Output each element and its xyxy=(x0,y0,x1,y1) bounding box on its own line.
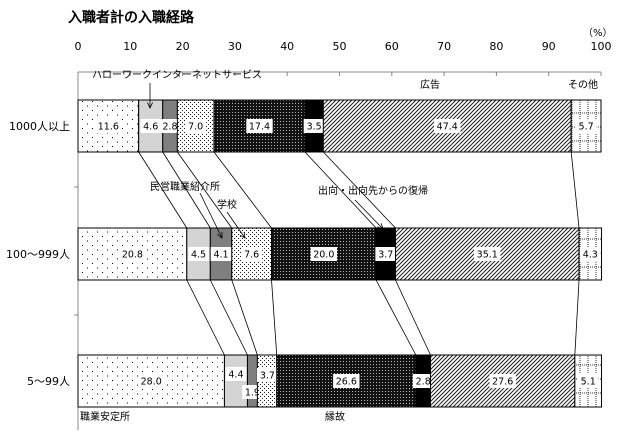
series-annotation: 職業安定所 xyxy=(80,410,130,423)
data-label-bg xyxy=(577,374,599,388)
connector-line xyxy=(213,151,272,229)
x-tick-label: 60 xyxy=(385,40,399,53)
arrow-head-icon xyxy=(217,231,223,239)
arrow-head-icon xyxy=(377,223,384,230)
data-label-bg xyxy=(303,119,325,133)
data-label-bg xyxy=(140,119,162,133)
data-label: 3.5 xyxy=(307,122,322,133)
x-tick-label: 90 xyxy=(542,40,556,53)
data-label: 7.6 xyxy=(244,250,259,261)
data-label-bg xyxy=(310,247,338,261)
connector-line xyxy=(322,151,396,229)
data-label: 4.1 xyxy=(213,250,228,261)
data-label-bg xyxy=(489,374,516,388)
data-label-bg xyxy=(575,119,597,133)
annotation-arrow xyxy=(199,192,223,239)
x-tick-label: 100 xyxy=(591,40,612,53)
data-label-bg xyxy=(434,119,461,133)
data-label: 2.8 xyxy=(416,377,431,388)
series-annotation: その他 xyxy=(568,78,598,91)
data-label-bg xyxy=(225,367,247,381)
annotation-arrow xyxy=(226,211,246,239)
data-label: 35.1 xyxy=(477,250,498,261)
data-label-bg xyxy=(579,247,601,261)
data-label: 7.0 xyxy=(188,122,203,133)
data-label-bg xyxy=(95,119,122,133)
data-label: 27.6 xyxy=(492,377,513,388)
data-label: 2.8 xyxy=(162,122,177,133)
data-label: 4.6 xyxy=(143,122,158,133)
connector-line xyxy=(395,279,431,356)
connector-line xyxy=(570,151,580,229)
connector-line xyxy=(209,279,248,356)
data-label-bg xyxy=(241,247,263,261)
data-label-bg xyxy=(185,119,207,133)
connector-line xyxy=(177,151,233,229)
data-label: 1.9 xyxy=(245,388,260,399)
x-tick-label: 30 xyxy=(228,40,242,53)
data-label: 28.0 xyxy=(141,377,162,388)
data-label-bg xyxy=(412,374,434,388)
x-tick-label: 0 xyxy=(75,40,82,53)
connector-line xyxy=(162,151,211,229)
data-label-bg xyxy=(138,374,165,388)
series-annotation: 民営職業紹介所 xyxy=(150,180,220,193)
x-tick-label: 40 xyxy=(280,40,294,53)
data-label-bg xyxy=(188,247,209,261)
data-label-bg xyxy=(375,247,397,261)
data-label-bg xyxy=(159,119,181,133)
data-label: 20.8 xyxy=(122,250,143,261)
data-label-bg xyxy=(246,119,273,133)
bar-segment xyxy=(213,99,306,153)
category-label: 1000人以上 xyxy=(9,120,70,133)
series-annotation: ハローワークインターネットサービス xyxy=(92,69,262,81)
data-label: 5.1 xyxy=(581,377,596,388)
data-label: 5.7 xyxy=(579,122,594,133)
connector-line xyxy=(304,151,377,229)
arrow-head-icon xyxy=(239,232,246,239)
x-tick-label: 50 xyxy=(333,40,347,53)
data-label-bg xyxy=(333,374,360,388)
data-label-bg xyxy=(256,368,278,382)
category-label: 100～999人 xyxy=(6,248,70,261)
series-annotation: 学校 xyxy=(217,198,237,211)
connector-line xyxy=(138,151,188,229)
x-tick-label: 20 xyxy=(176,40,190,53)
data-label-bg xyxy=(119,247,146,261)
arrow-head-icon xyxy=(147,102,153,109)
x-tick-label: 10 xyxy=(123,40,137,53)
data-label-bg xyxy=(210,247,232,261)
connector-line xyxy=(186,279,225,356)
unit-label: （%） xyxy=(583,27,613,39)
data-label: 4.5 xyxy=(191,250,206,261)
connector-line xyxy=(375,279,417,356)
category-label: 5～99人 xyxy=(27,375,70,388)
data-label: 3.7 xyxy=(378,250,393,261)
x-tick-label: 80 xyxy=(489,40,503,53)
data-label: 17.4 xyxy=(249,122,270,133)
chart-title: 入職者計の入職経路 xyxy=(68,9,195,26)
connector-line xyxy=(231,279,258,356)
annotation-arrow xyxy=(354,199,384,230)
data-label: 26.6 xyxy=(336,377,357,388)
data-label: 47.4 xyxy=(437,122,458,133)
series-annotation: 出向・出向先からの復帰 xyxy=(318,184,428,197)
data-label: 4.4 xyxy=(228,370,243,381)
connector-line xyxy=(574,279,580,356)
bar-segment xyxy=(246,354,258,408)
data-label: 4.3 xyxy=(583,250,598,261)
data-label: 11.6 xyxy=(98,122,119,133)
data-label-bg xyxy=(474,247,501,261)
connector-line xyxy=(271,279,278,356)
data-label: 3.7 xyxy=(260,371,275,382)
x-tick-label: 70 xyxy=(437,40,451,53)
series-annotation: 広告 xyxy=(420,78,440,91)
data-label: 20.0 xyxy=(313,250,334,261)
series-annotation: 縁故 xyxy=(325,410,345,423)
